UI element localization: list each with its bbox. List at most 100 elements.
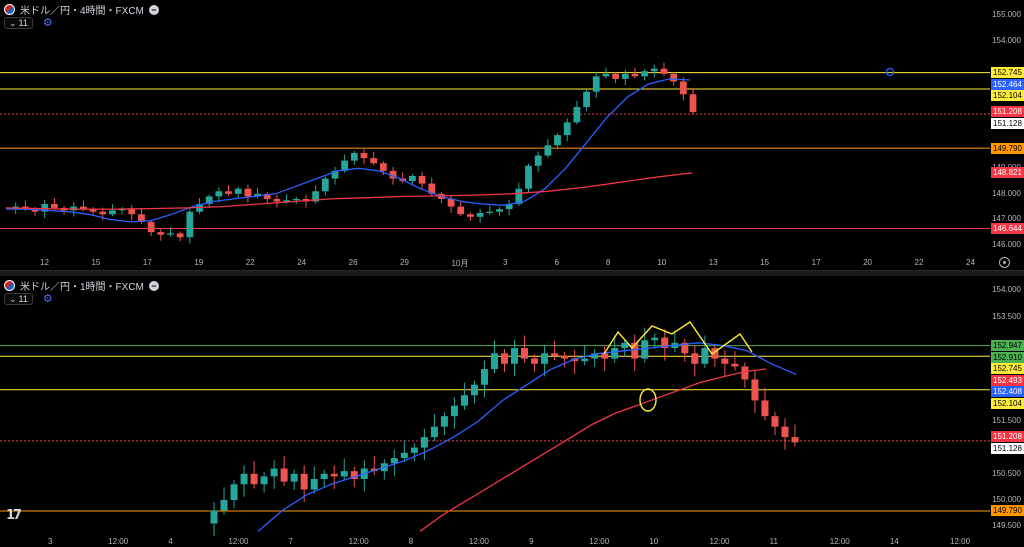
pane-separator[interactable] [0,270,1024,276]
trend-drawing[interactable] [603,321,753,355]
price-tick: 147.000 [992,214,1021,224]
time-tick: 8 [408,537,414,546]
candle-body [420,437,428,448]
tradingview-logo[interactable]: 17 [6,508,22,523]
candle-body [651,337,659,341]
candlestick-chart-4h[interactable] [0,0,1024,270]
candle-body [138,214,145,222]
price-badge: 152.104 [991,90,1024,102]
price-tick: 148.000 [992,188,1021,198]
candle-body [234,188,242,194]
anchor-point-icon[interactable] [885,67,895,77]
candle-body [292,198,300,201]
indicator-toggle-button[interactable]: ⌄ 11 [4,17,33,29]
candle-body [621,73,629,79]
candle-body [330,473,338,477]
indicator-count: 11 [18,18,28,28]
candle-body [390,458,398,464]
collapse-icon[interactable]: − [148,280,159,291]
time-tick: 14 [889,537,899,546]
candle-body [470,384,478,396]
price-badge: 152.910 [991,351,1024,363]
candle-body [360,152,368,159]
collapse-icon[interactable]: − [148,4,159,15]
candle-body [486,211,494,213]
candle-body [650,68,658,72]
candle-body [210,510,218,524]
candle-body [447,198,455,207]
time-tick: 26 [348,258,358,267]
chart-settings-icon[interactable] [999,257,1010,268]
candle-body [99,211,107,215]
candle-body [602,73,610,77]
circle-drawing[interactable] [639,388,657,412]
candle-body [534,155,542,166]
candle-body [400,452,408,459]
candle-body [157,232,165,235]
time-tick: 20 [863,258,873,267]
candle-body [350,471,358,480]
price-badge: 152.947 [991,340,1024,352]
time-tick: 10 [657,258,667,267]
candle-body [701,348,709,364]
chart-pane-4h[interactable]: 米ドル／円・4時間・FXCM − ⌄ 11 ⚙ 155.000 154.000 14… [0,0,1024,270]
price-badge: 152.104 [991,397,1024,409]
settings-gear-icon[interactable]: ⚙ [42,16,53,29]
time-tick: 12:00 [709,537,730,546]
candle-body [592,76,600,92]
candle-body [501,353,509,364]
time-tick: 12:00 [589,537,610,546]
price-badge: 151.208 [991,106,1024,118]
indicator-toggle-button[interactable]: ⌄ 11 [4,293,33,305]
candle-body [741,366,749,380]
price-badge: 149.790 [991,142,1024,154]
price-badge: 149.790 [991,505,1024,517]
candle-body [147,221,155,233]
candle-body [554,135,561,146]
time-tick: 13 [708,258,718,267]
time-tick: 8 [605,258,611,267]
price-tick: 154.000 [992,285,1021,295]
candle-body [561,355,569,359]
candle-body [601,353,609,359]
candle-body [771,416,779,427]
candle-body [721,358,729,364]
price-badge: 152.493 [991,374,1024,386]
time-tick: 24 [966,258,975,267]
candle-body [691,353,699,364]
moving-average-fast [257,342,797,532]
candle-body [515,188,523,205]
price-badge: 151.128 [991,442,1024,454]
indicator-row-4h: ⌄ 11 ⚙ [4,17,53,29]
candle-body [711,348,719,359]
settings-gear-icon[interactable]: ⚙ [42,292,53,305]
price-tick: 146.000 [992,239,1021,249]
candle-body [428,183,436,194]
candle-body [460,395,468,406]
candle-body [670,73,678,82]
candlestick-chart-1h[interactable] [0,276,1024,547]
candle-body [551,353,559,356]
candle-body [573,107,581,123]
candle-body [331,170,339,179]
candle-body [186,211,194,238]
candle-body [641,71,649,77]
candle-body [244,188,252,197]
time-tick: 12:00 [108,537,129,546]
chart-pane-1h[interactable]: 米ドル／円・1時間・FXCM − ⌄ 11 ⚙ 154.000 153.500 15… [0,276,1024,547]
candle-body [583,91,590,108]
candle-body [389,170,397,179]
candle-body [791,437,799,443]
price-badge: 146.644 [991,222,1024,234]
time-tick: 15 [91,258,101,267]
candle-body [250,473,258,485]
indicator-count: 11 [18,294,28,304]
time-tick: 29 [400,258,410,267]
symbol-legend-4h[interactable]: 米ドル／円・4時間・FXCM − [4,2,159,17]
candle-body [205,196,213,205]
candle-body [31,209,39,212]
symbol-legend-1h[interactable]: 米ドル／円・1時間・FXCM − [4,278,159,293]
candle-body [341,160,349,171]
candle-body [283,200,290,202]
time-tick: 12 [40,258,49,267]
